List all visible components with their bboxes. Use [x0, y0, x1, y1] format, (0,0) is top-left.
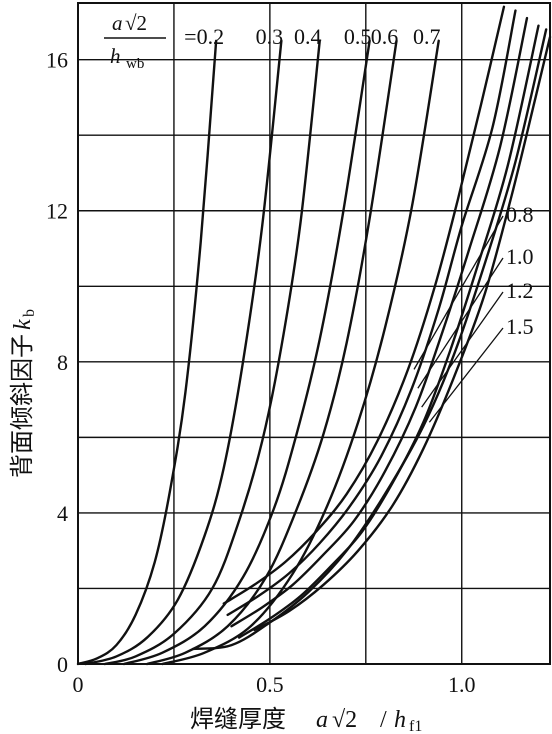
- curve-label: 0.5: [344, 24, 372, 49]
- curve-0.3: [84, 39, 283, 666]
- parameter-numerator-sqrt: √2: [125, 11, 147, 35]
- x-axis-title-h: h: [394, 707, 406, 733]
- y-tick-label: 4: [57, 501, 68, 526]
- y-axis-title-text: 背面倾斜因子: [9, 334, 36, 478]
- curve-0.5: [122, 39, 371, 666]
- curve-1.2: [230, 16, 529, 628]
- y-axis-title: 背面倾斜因子 k b: [9, 309, 38, 478]
- parameter-denominator-sub: wb: [126, 56, 144, 72]
- curve-leader-line: [421, 291, 504, 408]
- x-tick-label: 0.5: [256, 672, 284, 697]
- curve-label: 0.7: [413, 24, 441, 49]
- parameter-label: a √2 h wb: [104, 11, 166, 72]
- curve-0.7: [161, 39, 440, 666]
- y-tick-label: 16: [46, 48, 68, 73]
- curve-label: =0.2: [184, 24, 224, 49]
- y-tick-label: 8: [57, 350, 68, 375]
- curve-0.4: [103, 39, 321, 666]
- curve-label: 0.3: [256, 24, 284, 49]
- parameter-numerator-a: a: [112, 11, 123, 35]
- curve-0.8: [222, 5, 506, 605]
- x-tick-label: 1.0: [448, 672, 476, 697]
- plot-frame: [77, 2, 551, 665]
- curve-labels: =0.2 0.3 0.4 0.5 0.6 0.7 0.8 1.0 1.2 1.5: [184, 24, 534, 423]
- y-axis-title-sub: b: [21, 309, 38, 317]
- tick-labels: 0 0.5 1.0 0 4 8 12 16: [46, 48, 475, 697]
- curve-label: 0.6: [371, 24, 399, 49]
- y-tick-label: 0: [57, 652, 68, 677]
- curve-unlabeled: [253, 35, 552, 632]
- y-axis-title-k: k: [10, 319, 36, 330]
- curves: [76, 5, 552, 666]
- x-tick-label: 0: [73, 672, 84, 697]
- grid: [78, 3, 550, 664]
- x-axis-title-slash: /: [380, 707, 387, 733]
- x-axis-title-a: a: [316, 707, 328, 733]
- curve-label: 1.0: [506, 244, 534, 269]
- curve-leader-line: [413, 215, 504, 370]
- curve-leader-line: [428, 327, 504, 423]
- x-axis-title-sub: f1: [409, 718, 422, 734]
- curve-0.6: [145, 39, 398, 666]
- curve-label: 1.2: [506, 278, 534, 303]
- curve-leader-line: [417, 257, 504, 389]
- curve-0.2: [76, 39, 218, 666]
- curve-label: 1.5: [506, 314, 534, 339]
- curve-1.0: [226, 9, 517, 617]
- parameter-denominator-h: h: [110, 44, 121, 68]
- curve-label: 0.4: [294, 24, 322, 49]
- x-axis-title: 焊缝厚度 a √2 / h f1: [190, 706, 422, 734]
- curve-label: 0.8: [506, 202, 534, 227]
- x-axis-title-text: 焊缝厚度: [190, 706, 286, 733]
- y-tick-label: 12: [46, 199, 68, 224]
- x-axis-title-sqrt: √2: [332, 707, 357, 733]
